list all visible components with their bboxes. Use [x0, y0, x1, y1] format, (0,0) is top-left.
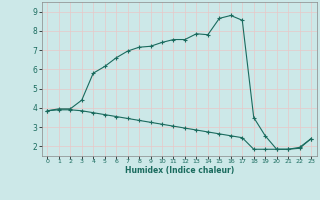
X-axis label: Humidex (Indice chaleur): Humidex (Indice chaleur) — [124, 166, 234, 175]
